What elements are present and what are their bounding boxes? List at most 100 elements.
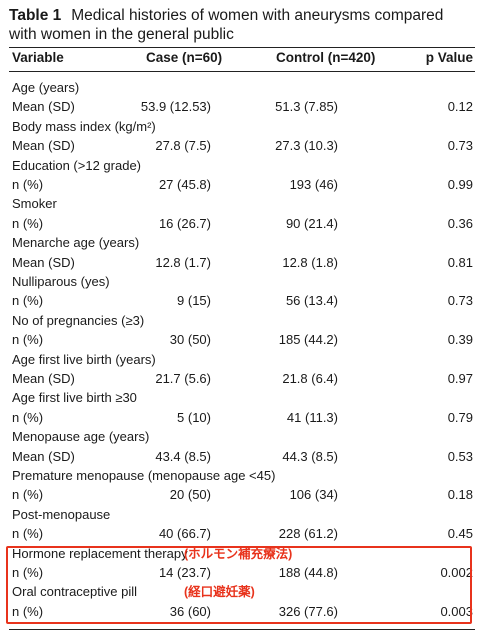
table-row: n (%) 20 (50) 106 (34) 0.18: [0, 485, 483, 505]
p-value: 0.79: [447, 409, 473, 425]
variable-label: Menarche age (years): [12, 235, 140, 251]
stat-label: n (%): [12, 526, 44, 542]
table-row: n (%) 40 (66.7) 228 (61.2) 0.45: [0, 524, 483, 544]
control-value: 56 (13.4): [285, 293, 338, 309]
highlight-box: [6, 546, 472, 624]
table-label: Table 1: [9, 7, 62, 24]
table-title: Medical histories of women with aneurysm…: [9, 7, 444, 43]
case-value: 36 (60): [169, 603, 211, 619]
p-value: 0.36: [447, 215, 473, 231]
control-value: 228 (61.2): [278, 526, 338, 542]
case-value: 27 (45.8): [158, 177, 211, 192]
table-row: n (%) 16 (26.7) 90 (21.4) 0.36: [0, 214, 483, 234]
variable-label: Post-menopause: [12, 506, 111, 522]
p-value: 0.81: [447, 254, 473, 270]
stat-label: n (%): [12, 409, 44, 425]
stat-label: n (%): [12, 215, 44, 231]
table-row: Mean (SD) 27.8 (7.5) 27.3 (10.3) 0.73: [0, 136, 483, 156]
case-value: 5 (10): [177, 409, 211, 425]
table-row: Mean (SD) 12.8 (1.7) 12.8 (1.8) 0.81: [0, 253, 483, 273]
case-value: 9 (15): [177, 293, 211, 309]
variable-row: Smoker: [0, 194, 483, 214]
case-value: 14 (23.7): [158, 565, 211, 580]
variable-row: Menopause age (years): [0, 427, 483, 447]
case-value: 21.7 (5.6): [155, 371, 211, 386]
case-value: 43.4 (8.5): [155, 448, 211, 464]
control-value: 51.3 (7.85): [275, 99, 338, 115]
table-row: n (%) 36 (60) 326 (77.6) 0.003: [0, 602, 483, 622]
variable-row: Body mass index (kg/m²): [0, 117, 483, 137]
control-value: 188 (44.8): [278, 565, 338, 580]
variable-label: Hormone replacement therapy: [12, 545, 188, 561]
p-value: 0.97: [447, 371, 473, 386]
table-row: Mean (SD) 53.9 (12.53) 51.3 (7.85) 0.12: [0, 97, 483, 117]
stat-label: Mean (SD): [12, 99, 75, 115]
japanese-note: (経口避妊薬): [184, 585, 255, 600]
control-value: 106 (34): [289, 487, 338, 503]
control-value: 12.8 (1.8): [282, 254, 338, 270]
stat-label: n (%): [12, 332, 44, 348]
table-row: n (%) 14 (23.7) 188 (44.8) 0.002: [0, 563, 483, 583]
variable-label: Age first live birth ≥30: [12, 390, 137, 406]
variable-row: Hormone replacement therapy (ホルモン補充療法): [0, 544, 483, 564]
japanese-note: (ホルモン補充療法): [184, 546, 293, 561]
control-value: 27.3 (10.3): [275, 138, 338, 154]
control-value: 44.3 (8.5): [282, 448, 338, 464]
control-value: 193 (46): [289, 177, 338, 192]
case-value: 12.8 (1.7): [155, 254, 211, 270]
variable-label: Menopause age (years): [12, 429, 150, 445]
variable-row: No of pregnancies (≥3): [0, 311, 483, 331]
header-control: Control (n=420): [276, 50, 376, 65]
stat-label: n (%): [12, 177, 44, 192]
top-rule: [9, 47, 475, 48]
stat-label: Mean (SD): [12, 138, 75, 154]
table-row: n (%) 9 (15) 56 (13.4) 0.73: [0, 291, 483, 311]
variable-row: Nulliparous (yes): [0, 272, 483, 292]
case-value: 53.9 (12.53): [140, 99, 211, 115]
stat-label: Mean (SD): [12, 448, 75, 464]
variable-label: No of pregnancies (≥3): [12, 312, 145, 328]
case-value: 16 (26.7): [158, 215, 211, 231]
p-value: 0.53: [447, 448, 473, 464]
bottom-rule: [9, 629, 475, 630]
table-row: Mean (SD) 43.4 (8.5) 44.3 (8.5) 0.53: [0, 447, 483, 467]
stat-label: Mean (SD): [12, 371, 75, 386]
variable-label: Body mass index (kg/m²): [12, 118, 156, 134]
stat-label: Mean (SD): [12, 254, 75, 270]
variable-label: Age first live birth (years): [12, 351, 156, 367]
stat-label: n (%): [12, 487, 44, 503]
p-value: 0.18: [447, 487, 473, 503]
p-value: 0.39: [447, 332, 473, 348]
case-value: 40 (66.7): [158, 526, 211, 542]
header-p-value: p Value: [425, 50, 473, 65]
p-value: 0.002: [440, 565, 473, 580]
p-value: 0.12: [447, 99, 473, 115]
control-value: 41 (11.3): [286, 409, 338, 425]
case-value: 20 (50): [169, 487, 211, 503]
p-value: 0.73: [447, 293, 473, 309]
control-value: 185 (44.2): [278, 332, 338, 348]
variable-row: Age first live birth (years): [0, 350, 483, 370]
control-value: 326 (77.6): [278, 603, 338, 619]
variable-row: Oral contraceptive pill (経口避妊薬): [0, 582, 483, 602]
control-value: 90 (21.4): [285, 215, 338, 231]
variable-row: Education (>12 grade): [0, 156, 483, 176]
table-row: Mean (SD) 21.7 (5.6) 21.8 (6.4) 0.97: [0, 369, 483, 389]
variable-row: Menarche age (years): [0, 233, 483, 253]
case-value: 30 (50): [169, 332, 211, 348]
variable-row: Premature menopause (menopause age <45): [0, 466, 483, 486]
table-row: n (%) 27 (45.8) 193 (46) 0.99: [0, 175, 483, 195]
case-value: 27.8 (7.5): [155, 138, 211, 154]
variable-row: Age first live birth ≥30: [0, 388, 483, 408]
p-value: 0.99: [447, 177, 473, 192]
stat-label: n (%): [12, 603, 44, 619]
variable-label: Nulliparous (yes): [12, 274, 110, 289]
table-row: n (%) 5 (10) 41 (11.3) 0.79: [0, 408, 483, 428]
header-variable: Variable: [12, 50, 64, 65]
p-value: 0.73: [447, 138, 473, 154]
variable-label: Age (years): [12, 80, 80, 95]
stat-label: n (%): [12, 293, 44, 309]
table-row: n (%) 30 (50) 185 (44.2) 0.39: [0, 330, 483, 350]
p-value: 0.003: [440, 603, 473, 619]
variable-row: Post-menopause: [0, 505, 483, 525]
